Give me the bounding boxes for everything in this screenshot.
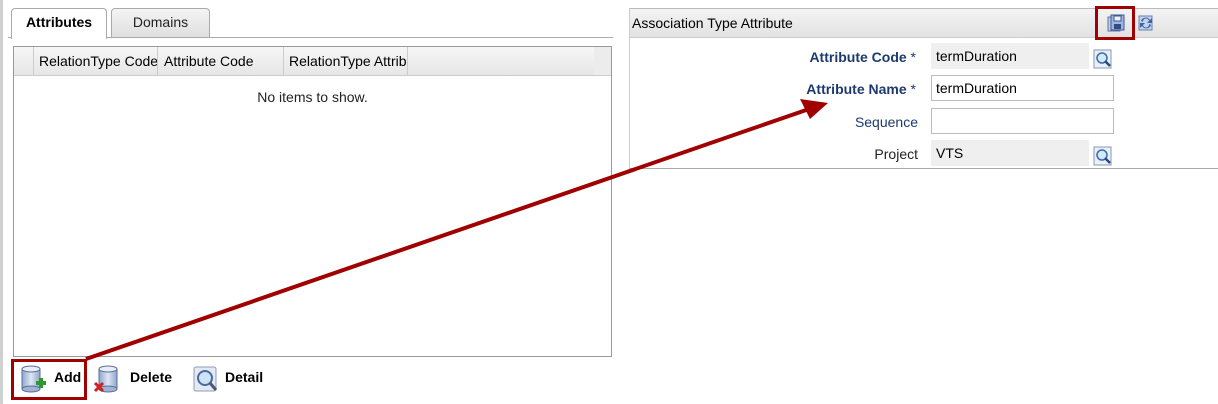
database-delete-icon: [93, 365, 118, 393]
sequence-input[interactable]: [931, 108, 1114, 134]
attributes-grid: RelationType Code Attribute Code Relatio…: [13, 46, 612, 357]
magnifier-icon: [193, 366, 218, 392]
delete-label: Delete: [130, 369, 173, 385]
add-label: Add: [54, 369, 82, 385]
tab-domains[interactable]: Domains: [111, 8, 210, 38]
delete-button[interactable]: Delete: [93, 362, 183, 394]
attribute-code-lookup-icon[interactable]: [1093, 49, 1113, 69]
column-attribute-code[interactable]: Attribute Code: [158, 47, 284, 75]
tab-divider: [8, 37, 613, 38]
database-add-icon: [21, 365, 46, 393]
attribute-code-field: termDuration: [931, 43, 1089, 69]
attribute-name-input[interactable]: termDuration: [931, 75, 1114, 101]
panel-title: Association Type Attribute: [632, 15, 793, 31]
project-field: VTS: [931, 140, 1089, 166]
tab-attributes[interactable]: Attributes: [11, 8, 107, 39]
window-edge: [0, 0, 3, 404]
column-relationtype-code[interactable]: RelationType Code: [34, 47, 158, 75]
required-mark: *: [910, 49, 916, 65]
attribute-name-label: Attribute Name *: [806, 81, 916, 97]
add-highlight-box: [11, 359, 87, 400]
grid-scrollbar-corner: [594, 47, 611, 75]
grid-header: RelationType Code Attribute Code Relatio…: [14, 47, 611, 76]
sequence-label: Sequence: [854, 114, 918, 130]
detail-label: Detail: [225, 369, 264, 385]
save-highlight-box: [1095, 6, 1135, 40]
tab-bar: Attributes Domains: [8, 0, 613, 39]
required-mark: *: [910, 81, 916, 97]
save-icon[interactable]: [1106, 13, 1126, 33]
association-type-attribute-panel: Association Type Attribute Attribute Cod…: [629, 8, 1218, 169]
grid-empty-message: No items to show.: [257, 89, 368, 105]
add-button[interactable]: Add: [13, 362, 85, 394]
attribute-code-label: Attribute Code *: [809, 49, 916, 65]
project-label: Project: [874, 146, 918, 162]
row-number-column: [14, 47, 34, 75]
column-relationtype-attrib[interactable]: RelationType Attrib: [284, 47, 408, 75]
project-lookup-icon[interactable]: [1093, 146, 1113, 166]
panel-header: Association Type Attribute: [630, 9, 1218, 38]
refresh-icon[interactable]: [1136, 13, 1156, 33]
detail-button[interactable]: Detail: [191, 362, 281, 394]
